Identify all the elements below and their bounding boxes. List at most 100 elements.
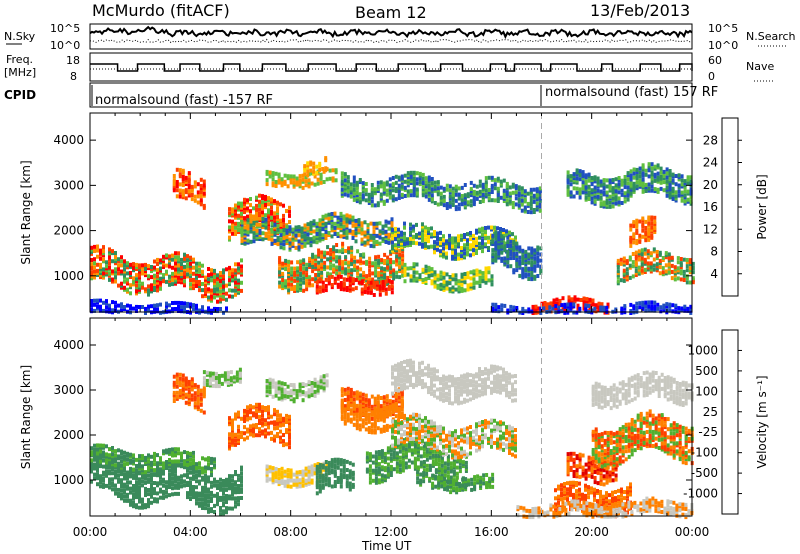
- scatter-cell: [354, 223, 358, 227]
- scatter-cell: [388, 183, 392, 188]
- scatter-cell: [632, 240, 636, 245]
- scatter-cell: [635, 305, 639, 310]
- scatter-cell: [165, 490, 168, 495]
- scatter-cell: [463, 288, 467, 293]
- scatter-cell: [481, 271, 485, 276]
- scatter-cell: [606, 302, 610, 307]
- scatter-cell: [390, 280, 394, 285]
- scatter-cell: [439, 282, 443, 287]
- scatter-cell: [246, 206, 249, 211]
- scatter-cell: [341, 268, 345, 273]
- nave-tick-top: 60: [708, 54, 722, 67]
- scatter-cell: [599, 305, 603, 310]
- scatter-cell: [487, 188, 491, 192]
- scatter-cell: [319, 180, 323, 185]
- scatter-cell: [530, 260, 534, 265]
- scatter-cell: [463, 280, 467, 285]
- scatter-cell: [177, 485, 180, 490]
- scatter-cell: [406, 193, 410, 198]
- scatter-cell: [527, 246, 531, 251]
- scatter-cell: [372, 284, 376, 289]
- scatter-cell: [321, 214, 325, 219]
- scatter-cell: [616, 258, 620, 263]
- scatter-cell: [384, 229, 388, 234]
- scatter-cell: [284, 258, 288, 263]
- scatter-cell: [132, 467, 135, 472]
- scatter-cell: [234, 486, 237, 491]
- scatter-cell: [368, 264, 372, 269]
- scatter-cell: [150, 482, 153, 487]
- scatter-cell: [330, 274, 334, 279]
- scatter-cell: [538, 196, 542, 201]
- scatter-cell: [283, 382, 287, 387]
- scatter-cell: [255, 210, 258, 214]
- scatter-cell: [433, 240, 436, 245]
- scatter-cell: [412, 262, 416, 267]
- scatter-cell: [392, 260, 396, 265]
- scatter-cell: [484, 242, 487, 247]
- scatter-cell: [643, 270, 647, 274]
- scatter-cell: [509, 264, 513, 269]
- scatter-cell: [421, 185, 425, 190]
- scatter-cell: [138, 283, 141, 288]
- scatter-cell: [301, 185, 305, 190]
- scatter-cell: [93, 257, 96, 262]
- scatter-cell: [509, 304, 513, 309]
- scatter-cell: [126, 451, 129, 456]
- scatter-cell: [512, 245, 516, 250]
- scatter-cell: [175, 167, 179, 172]
- scatter-cell: [237, 434, 240, 439]
- scatter-cell: [111, 477, 114, 482]
- scatter-cell: [570, 297, 574, 302]
- scatter-cell: [270, 229, 274, 234]
- scatter-cell: [395, 274, 399, 279]
- scatter-cell: [466, 285, 470, 290]
- scatter-cell: [219, 495, 222, 500]
- scatter-cell: [105, 299, 108, 304]
- scatter-cell: [302, 288, 306, 293]
- scatter-cell: [240, 220, 244, 225]
- scatter-cell: [183, 483, 186, 488]
- scatter-cell: [265, 385, 269, 390]
- scatter-cell: [442, 285, 446, 290]
- scatter-cell: [344, 267, 348, 272]
- scatter-cell: [123, 269, 126, 274]
- scatter-cell: [567, 299, 571, 304]
- scatter-cell: [398, 248, 402, 253]
- scatter-cell: [529, 189, 533, 194]
- scatter-cell: [270, 209, 273, 214]
- scatter-cell: [198, 461, 201, 466]
- scatter-cell: [436, 277, 440, 282]
- noise-panel: N.Sky 10^5 10^0 10^5 10^0 N.Search: [4, 22, 796, 52]
- scatter-cell: [237, 280, 240, 285]
- scatter-cell: [90, 479, 93, 484]
- scatter-cell: [347, 246, 351, 251]
- scatter-cell: [384, 287, 388, 292]
- scatter-cell: [129, 452, 132, 457]
- scatter-cell: [436, 283, 440, 288]
- scatter-cell: [178, 194, 182, 199]
- scatter-cell: [301, 177, 305, 182]
- scatter-cell: [184, 386, 188, 391]
- scatter-cell: [187, 396, 191, 401]
- scatter-cell: [289, 397, 293, 402]
- scatter-cell: [650, 184, 654, 189]
- scatter-cell: [308, 275, 312, 280]
- scatter-cell: [487, 239, 490, 244]
- scatter-cell: [217, 382, 221, 387]
- scatter-cell: [475, 240, 478, 245]
- scatter-cell: [481, 232, 484, 237]
- scatter-cell: [258, 427, 261, 432]
- scatter-cell: [340, 171, 344, 176]
- scatter-cell: [240, 232, 244, 237]
- scatter-cell: [287, 284, 291, 289]
- scatter-cell: [198, 273, 201, 278]
- scatter-cell: [360, 221, 364, 226]
- scatter-cell: [439, 197, 443, 202]
- scatter-cell: [584, 305, 588, 310]
- scatter-cell: [192, 465, 195, 469]
- scatter-cell: [261, 409, 264, 414]
- scatter-cell: [228, 436, 231, 441]
- scatter-cell: [668, 193, 672, 198]
- scatter-cell: [597, 301, 601, 306]
